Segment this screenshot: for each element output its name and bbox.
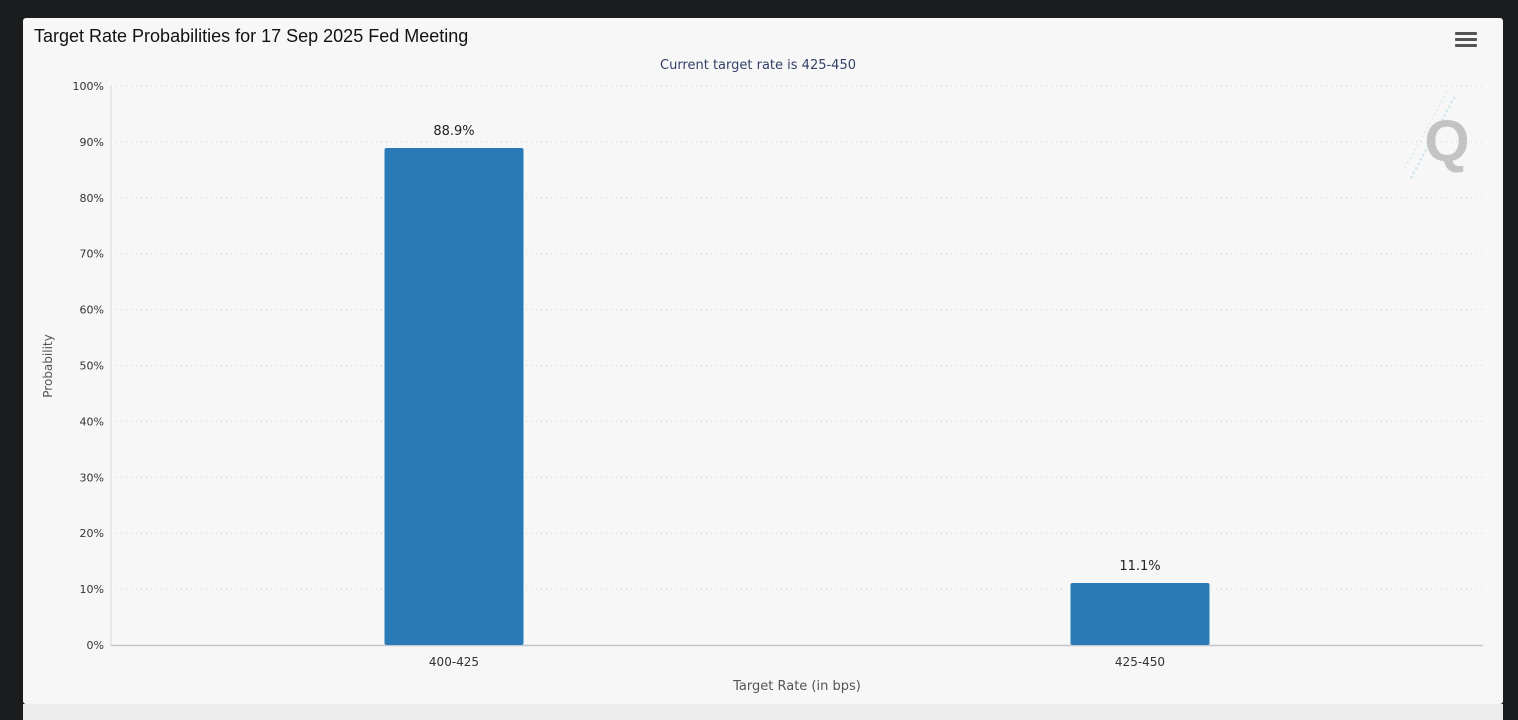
bar-series: 88.9% 11.1%: [384, 124, 1210, 645]
x-tick-label: 400-425: [429, 655, 479, 669]
chart-title: Target Rate Probabilities for 17 Sep 202…: [34, 26, 469, 46]
footer-strip: [23, 704, 1503, 720]
y-tick-label: 30%: [80, 471, 104, 484]
bar[interactable]: [384, 148, 524, 645]
bar-chart: Q Current target rate is 425-450 0% 10% 20…: [41, 58, 1483, 694]
y-tick-label: 100%: [73, 80, 104, 93]
y-tick-label: 20%: [80, 527, 104, 540]
grid-lines: [111, 85, 1483, 590]
x-tick-label: 425-450: [1115, 655, 1165, 669]
y-tick-label: 10%: [80, 583, 104, 596]
y-tick-label: 40%: [80, 415, 104, 428]
y-tick-label: 70%: [80, 248, 104, 261]
bar[interactable]: [1070, 582, 1210, 645]
y-axis-ticks: 0% 10% 20% 30% 40% 50% 60% 70% 80% 90% 100%: [73, 80, 104, 652]
q-logo-watermark: Q: [1404, 89, 1470, 179]
hamburger-menu-icon[interactable]: [1455, 32, 1477, 50]
y-tick-label: 0%: [87, 639, 104, 652]
y-axis-label: Probability: [41, 334, 55, 397]
x-axis-label: Target Rate (in bps): [732, 679, 861, 694]
y-tick-label: 50%: [80, 360, 104, 373]
data-label: 88.9%: [433, 124, 474, 139]
x-axis-ticks: 400-425 425-450: [429, 655, 1165, 669]
y-tick-label: 90%: [80, 136, 104, 149]
data-label: 11.1%: [1119, 559, 1160, 574]
y-tick-label: 80%: [80, 192, 104, 205]
chart-panel: Target Rate Probabilities for 17 Sep 202…: [23, 18, 1503, 704]
y-tick-label: 60%: [80, 304, 104, 317]
chart-subtitle: Current target rate is 425-450: [660, 58, 856, 73]
